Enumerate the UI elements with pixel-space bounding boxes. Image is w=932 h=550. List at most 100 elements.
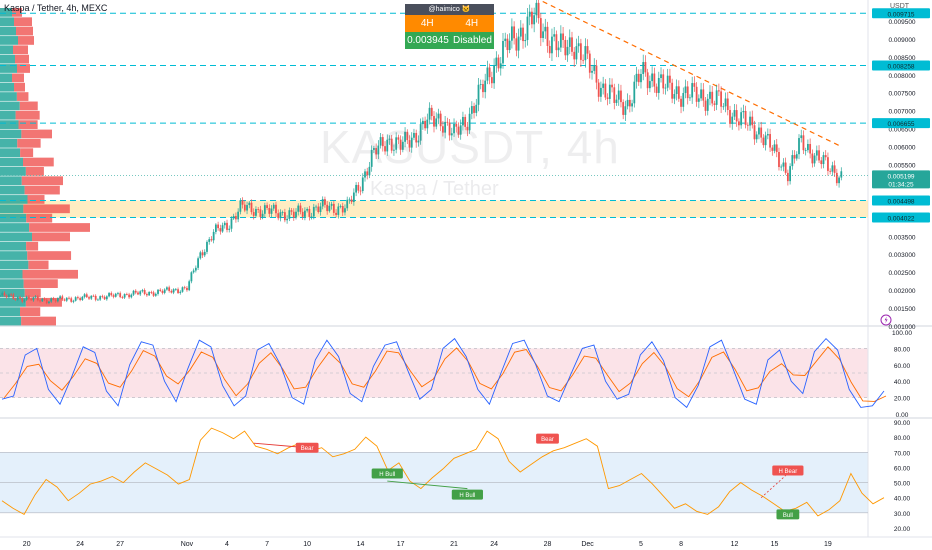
candle-body [620,90,622,103]
candle-body [266,205,268,209]
candle-body [499,63,502,69]
candle-body [751,116,754,126]
candle-body [506,38,509,51]
volume-profile-bar [0,110,16,120]
time-tick-label: 20 [23,541,31,548]
candle-body [764,135,767,146]
volume-profile-bar [16,92,29,101]
volume-profile-bar [0,204,24,214]
volume-profile-bar [29,223,90,232]
candle-body [413,132,415,138]
candle-body [542,31,544,38]
volume-profile-bar [14,17,32,27]
candle-body [12,294,15,299]
candle-body [192,270,195,273]
volume-profile-bar [0,167,26,176]
candle-body [615,99,618,103]
candle-body [79,298,82,300]
volume-profile-bar [14,82,25,92]
candle-body [606,97,609,99]
candle-body [355,184,358,193]
volume-profile-bar [0,213,27,223]
divergence-signal-label: H Bull [379,472,395,478]
candle-body [766,134,769,136]
candle-body [183,287,186,289]
candle-body [179,291,182,293]
time-tick-label: 28 [544,541,552,548]
candle-body [680,98,682,107]
candle-body [361,177,364,192]
price-tick-label: 0.001000 [888,324,915,331]
candle-body [493,65,495,84]
candle-body [562,33,564,40]
candle-body [473,106,475,113]
candle-body [548,45,551,54]
candle-body [357,184,360,191]
divergence-signal-badge [295,442,319,453]
candle-body [789,166,792,182]
candle-body [648,81,651,89]
candle-body [693,83,696,87]
time-tick-label: 5 [639,541,643,548]
candle-body [524,39,527,42]
candle-body [617,90,620,100]
candle-body [760,127,763,138]
price-level-badge [872,8,930,19]
candle-body [769,134,771,148]
candle-body [813,155,816,164]
price-level-badge-label: 0.004498 [887,198,914,205]
candle-body [275,204,277,214]
candle-body [239,200,242,212]
candle-body [150,292,153,293]
candle-body [640,73,642,83]
candle-body [250,202,253,213]
candle-body [3,292,6,296]
candle-body [564,39,567,56]
candle-body [717,90,720,92]
candle-body [21,298,24,302]
time-tick-label: 4 [225,541,229,548]
price-level-badge-label: 0.009715 [887,11,914,18]
volume-profile-bar [24,288,41,298]
divergence-signal-badge [371,468,403,479]
candle-body [134,290,137,293]
candle-body [450,133,453,136]
candle-body [684,86,687,93]
candle-body [793,155,796,159]
candle-body [97,299,99,301]
candle-body [838,177,840,184]
candle-body [664,87,667,89]
price-tick-label: 0.002000 [888,288,915,295]
candle-body [546,26,549,46]
price-tick-label: 0.008000 [888,73,915,80]
candle-body [568,37,571,47]
candle-body [482,84,484,93]
volume-profile-bar [0,316,22,326]
candle-body [604,83,607,98]
candle-body [522,27,524,42]
lightning-icon [880,314,892,326]
info-box-author: @haimico 🐱 [405,4,494,15]
volume-profile-bar [12,8,22,17]
candle-body [197,258,199,268]
candle-body [384,146,386,152]
candle-body [10,294,13,296]
candle-body [731,116,734,124]
candle-body [103,296,106,300]
rsi-tick-label: 20.00 [894,526,911,533]
info-box-status: Disabled [452,35,492,46]
rsi-tick-label: 50.00 [894,481,911,488]
candle-body [159,289,162,291]
candle-body [248,202,251,206]
candle-body [168,287,171,291]
candle-body [488,67,491,78]
candle-body [277,213,280,219]
candle-body [571,37,573,52]
candle-body [101,296,104,297]
rsi-tick-label: 40.00 [894,496,911,503]
candle-body [410,137,413,148]
candle-body [230,218,233,229]
candle-body [778,152,780,168]
candle-body [784,162,787,173]
